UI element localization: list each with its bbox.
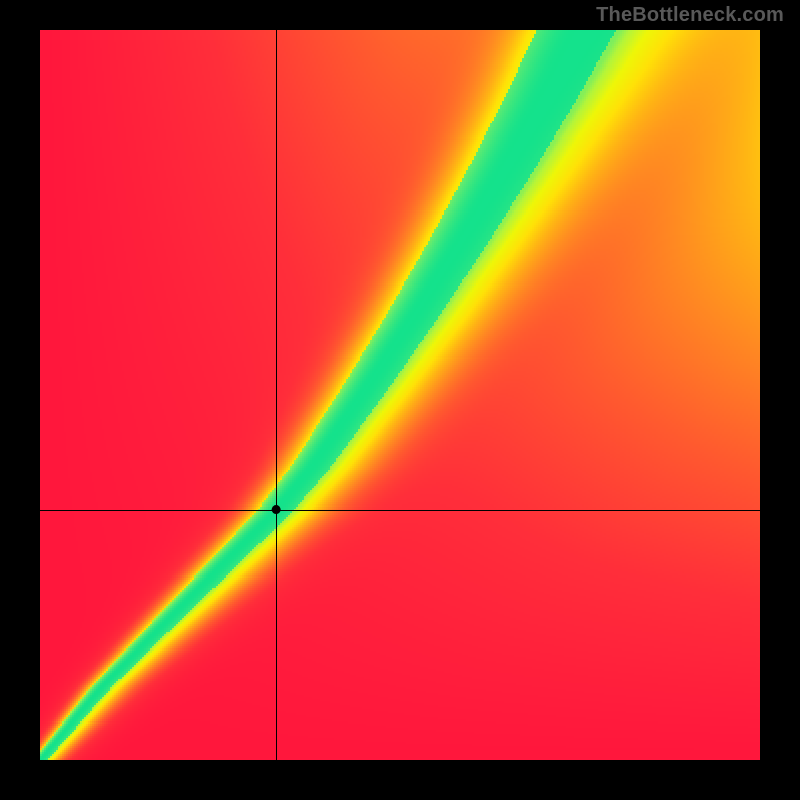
watermark-text: TheBottleneck.com [596, 4, 784, 27]
bottleneck-heatmap [0, 0, 800, 800]
